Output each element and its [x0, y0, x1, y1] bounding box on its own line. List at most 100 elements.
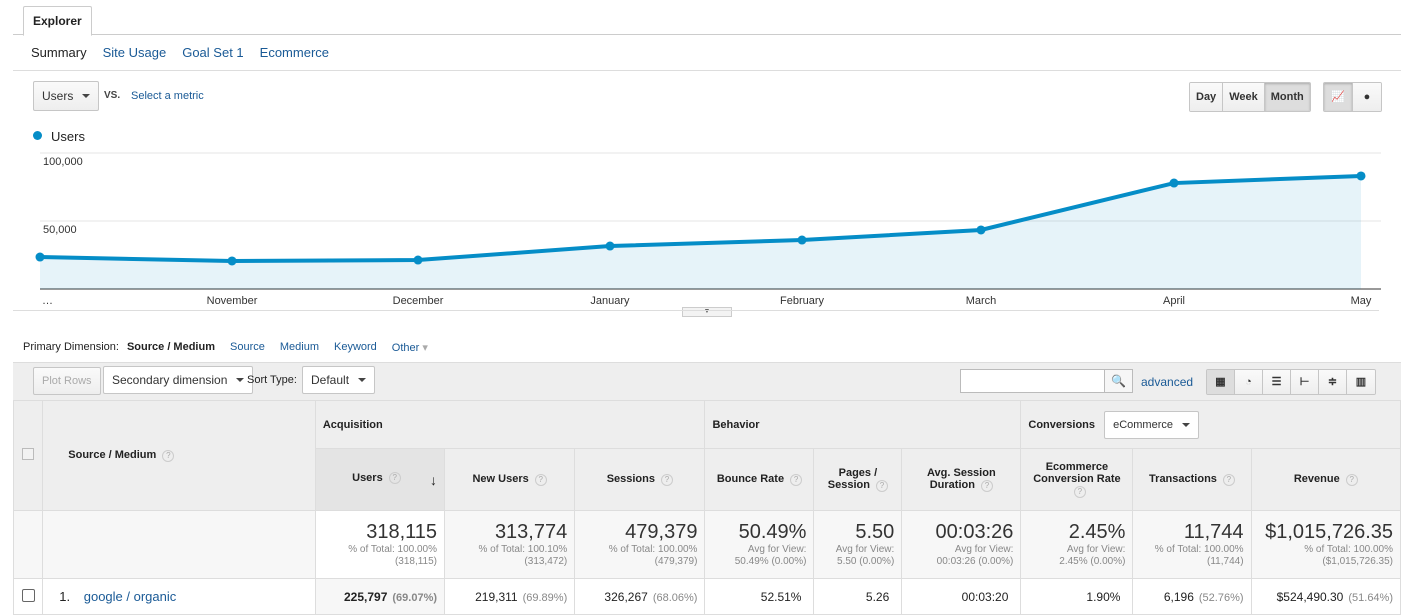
dimension-other[interactable]: Other ▾	[392, 341, 428, 354]
data-point[interactable]	[35, 252, 45, 262]
secondary-dimension-select[interactable]: Secondary dimension	[103, 366, 254, 394]
secondary-dimension-label: Secondary dimension	[112, 373, 228, 387]
cell-percent: (68.06%)	[652, 591, 698, 604]
column-header[interactable]: Revenue?	[1250, 448, 1402, 511]
row-check-cell	[12, 578, 44, 615]
column-header[interactable]: Ecommerce Conversion Rate?	[1020, 448, 1134, 511]
pie-view-icon[interactable]: ◔	[1235, 370, 1263, 394]
cell-value: 00:03:20	[961, 589, 1009, 604]
row-dimension-link[interactable]: google / organic	[83, 589, 177, 604]
column-header-label: Transactions	[1149, 473, 1217, 486]
chart-type-toggle: 📈 ●	[1323, 82, 1382, 112]
column-header[interactable]: Avg. Session Duration?	[901, 448, 1022, 511]
column-header[interactable]: Pages / Session?	[813, 448, 903, 511]
help-icon[interactable]: ?	[661, 473, 673, 486]
performance-view-icon[interactable]: ☰	[1263, 370, 1291, 394]
users-chart: 100,000 50,000 … November December January Feb…	[35, 152, 1381, 307]
data-point[interactable]	[1169, 178, 1179, 188]
select-all-checkbox[interactable]	[22, 448, 35, 460]
dimension-header-label: Source / Medium	[68, 449, 157, 462]
conversions-select[interactable]: eCommerce	[1104, 410, 1199, 439]
select-metric-link[interactable]: Select a metric	[131, 90, 204, 102]
tab-explorer[interactable]: Explorer	[23, 6, 92, 36]
column-header[interactable]: New Users?	[444, 448, 576, 511]
advanced-link[interactable]: advanced	[1141, 375, 1194, 389]
data-point[interactable]	[1356, 171, 1366, 181]
row-cell: $524,490.30 (51.64%)	[1250, 578, 1402, 615]
total-cell: 11,744% of Total: 100.00% (11,744)	[1132, 510, 1252, 579]
cell-percent: (51.64%)	[1348, 591, 1393, 604]
subtab-summary[interactable]: Summary	[31, 45, 87, 60]
column-header-label: Revenue	[1293, 473, 1340, 486]
row-cell: 6,196 (52.76%)	[1132, 578, 1252, 615]
column-header[interactable]: Users? ↓	[314, 448, 446, 511]
sort-type-select[interactable]: Default	[302, 366, 376, 394]
search-icon: 🔍	[1111, 374, 1126, 388]
total-note: % of Total: 100.00%	[1304, 544, 1393, 555]
data-table: Source / Medium? Acquisition Behavior Co…	[12, 400, 1402, 615]
table-view-icon[interactable]: ▦	[1207, 370, 1235, 394]
line-chart-icon[interactable]: 📈	[1324, 83, 1353, 111]
group-acquisition: Acquisition	[314, 400, 706, 449]
total-note: Avg for View:	[954, 544, 1014, 555]
dimension-header[interactable]: Source / Medium?	[42, 400, 316, 511]
plot-rows-button[interactable]: Plot Rows	[33, 367, 101, 395]
cell-value: 326,267	[604, 589, 648, 604]
day-button[interactable]: Day	[1190, 83, 1224, 111]
metric-select[interactable]: Users	[33, 81, 100, 111]
dimension-medium[interactable]: Medium	[279, 341, 319, 353]
pivot-view-icon[interactable]: ▥	[1347, 370, 1375, 394]
help-icon[interactable]: ?	[1345, 473, 1358, 486]
total-base: (479,379)	[654, 556, 698, 567]
column-header[interactable]: Bounce Rate?	[704, 448, 815, 511]
column-header[interactable]: Transactions?	[1132, 448, 1252, 511]
y-tick-label: 50,000	[43, 224, 77, 236]
term-cloud-icon[interactable]: ≑	[1319, 370, 1347, 394]
total-base: 00:03:26 (0.00%)	[936, 556, 1014, 567]
search-button[interactable]: 🔍	[1104, 369, 1133, 393]
dimension-keyword[interactable]: Keyword	[333, 341, 377, 353]
help-icon[interactable]: ?	[162, 449, 175, 462]
help-icon[interactable]: ?	[875, 479, 888, 492]
total-value: 5.50	[855, 521, 895, 543]
cell-value: 219,311	[475, 589, 518, 604]
subtab-goal-set[interactable]: Goal Set 1	[182, 45, 244, 60]
dimension-source[interactable]: Source	[230, 341, 265, 353]
subtab-ecommerce[interactable]: Ecommerce	[259, 45, 330, 60]
data-point[interactable]	[976, 225, 986, 235]
data-point[interactable]	[413, 255, 423, 265]
total-note: Avg for View:	[835, 544, 895, 555]
primary-dimension: Primary Dimension: Source / Medium Sourc…	[23, 341, 428, 354]
help-icon[interactable]: ?	[980, 479, 993, 492]
chevron-down-icon	[236, 378, 245, 382]
help-icon[interactable]: ?	[790, 473, 803, 486]
comparison-view-icon[interactable]: ⊢	[1291, 370, 1319, 394]
chevron-down-icon: ▾	[422, 342, 428, 354]
subtab-site-usage[interactable]: Site Usage	[102, 45, 167, 60]
x-tick-label: February	[780, 295, 825, 307]
dimension-source-medium[interactable]: Source / Medium	[126, 341, 215, 353]
help-icon[interactable]: ?	[534, 473, 547, 486]
cell-percent: (52.76%)	[1198, 591, 1244, 604]
collapse-chart-handle[interactable]: ▼	[682, 307, 732, 317]
total-note: % of Total: 100.00%	[348, 544, 438, 555]
help-icon[interactable]: ?	[1222, 473, 1235, 486]
data-point[interactable]	[605, 241, 615, 251]
dimension-other-label: Other	[391, 342, 420, 354]
data-point[interactable]	[797, 235, 807, 245]
week-button[interactable]: Week	[1223, 83, 1265, 111]
motion-chart-icon[interactable]: ●	[1353, 83, 1381, 111]
total-base: 5.50 (0.00%)	[837, 556, 895, 567]
cell-value: 1.90%	[1086, 589, 1121, 604]
help-icon[interactable]: ?	[388, 471, 401, 484]
x-tick-label: April	[1163, 295, 1185, 307]
table-search-input[interactable]	[960, 369, 1105, 393]
sort-arrow-icon[interactable]: ↓	[430, 471, 438, 488]
data-point[interactable]	[227, 256, 237, 266]
conversions-select-value: eCommerce	[1113, 418, 1173, 431]
row-checkbox[interactable]	[21, 588, 35, 602]
month-button[interactable]: Month	[1264, 83, 1310, 111]
primary-dimension-label: Primary Dimension:	[23, 341, 119, 353]
column-header[interactable]: Sessions?	[574, 448, 706, 511]
help-icon[interactable]: ?	[1073, 485, 1086, 498]
